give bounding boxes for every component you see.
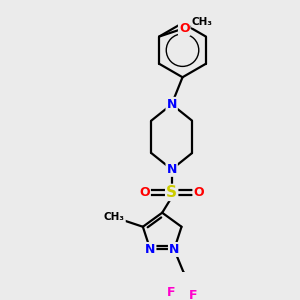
Text: N: N bbox=[169, 243, 179, 256]
Text: F: F bbox=[189, 289, 197, 300]
Text: N: N bbox=[167, 98, 177, 111]
Text: O: O bbox=[139, 186, 150, 199]
Text: O: O bbox=[179, 22, 190, 35]
Text: N: N bbox=[145, 243, 155, 256]
Text: CH₃: CH₃ bbox=[192, 17, 213, 27]
Text: S: S bbox=[166, 185, 177, 200]
Text: F: F bbox=[167, 286, 176, 299]
Text: O: O bbox=[194, 186, 204, 199]
Text: CH₃: CH₃ bbox=[104, 212, 125, 222]
Text: N: N bbox=[167, 163, 177, 176]
